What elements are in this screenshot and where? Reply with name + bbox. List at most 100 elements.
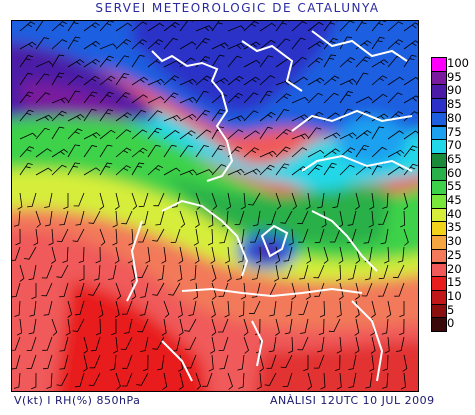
wind-barb: [163, 300, 170, 318]
wind-barb: [382, 354, 389, 371]
wind-barb: [403, 22, 418, 32]
wind-barb: [99, 75, 116, 86]
wind-barb: [378, 282, 389, 297]
wind-barb: [211, 21, 225, 32]
wind-barb: [115, 39, 131, 50]
wind-barb: [65, 318, 71, 336]
wind-barb: [26, 336, 37, 351]
wind-barb: [99, 129, 116, 140]
wind-barb: [275, 146, 291, 158]
wind-barb: [194, 246, 200, 264]
wind-barb: [396, 336, 405, 352]
wind-barb: [387, 130, 404, 140]
wind-barb: [140, 336, 149, 352]
wind-barb: [291, 282, 297, 300]
wind-barb: [386, 300, 392, 318]
wind-barb: [15, 228, 21, 246]
legend-label: 30: [447, 234, 462, 249]
wind-barb: [355, 56, 371, 68]
legend-label: 15: [447, 275, 462, 290]
wind-barb: [161, 318, 167, 336]
wind-barb: [82, 354, 88, 372]
wind-barb: [371, 93, 388, 104]
wind-barb: [227, 168, 245, 176]
legend-swatch: [431, 139, 447, 154]
wind-barb: [63, 193, 69, 210]
wind-barb: [51, 164, 67, 176]
wind-barb: [259, 354, 265, 372]
legend-swatch: [431, 166, 447, 182]
wind-barb: [73, 192, 85, 207]
wind-barb: [109, 354, 117, 371]
wind-barb: [195, 372, 202, 390]
wind-barb: [59, 354, 69, 370]
wind-barb: [243, 130, 260, 140]
wind-barb: [211, 42, 229, 50]
wind-barb: [24, 246, 37, 260]
legend-swatch: [431, 180, 447, 195]
wind-barb: [328, 318, 341, 333]
wind-barb: [218, 336, 229, 351]
wind-barb: [42, 354, 53, 370]
wind-barb: [321, 210, 327, 228]
wind-barb: [211, 282, 217, 300]
wind-barb: [67, 162, 80, 176]
wind-barb: [193, 282, 199, 300]
wind-barb: [339, 21, 355, 32]
legend-swatch: [431, 57, 447, 72]
wind-barb: [147, 110, 163, 122]
wind-barb: [291, 76, 308, 86]
legend-label: 60: [447, 165, 462, 180]
wind-barb: [139, 300, 149, 316]
wind-barb: [370, 336, 376, 354]
wind-barb: [208, 210, 214, 228]
wind-barb: [170, 228, 181, 243]
footer-analysis-time: ANÀLISI 12UTC 10 JUL 2009: [270, 394, 435, 407]
wind-barb: [355, 96, 373, 104]
wind-barb: [384, 336, 390, 354]
wind-barb: [51, 54, 65, 68]
wind-barb: [237, 228, 245, 245]
wind-barb: [121, 210, 133, 225]
wind-barb: [171, 192, 181, 208]
wind-barb: [112, 336, 118, 354]
wind-barb: [62, 246, 69, 263]
wind-barb: [67, 144, 81, 158]
legend-label: 40: [447, 206, 462, 221]
wind-barb: [194, 210, 200, 228]
wind-barb: [227, 55, 242, 68]
wind-barb: [136, 372, 149, 386]
wind-barb: [323, 132, 341, 140]
wind-barb: [256, 372, 262, 390]
wind-barb: [161, 246, 167, 264]
wind-barb: [210, 336, 216, 354]
wind-barb: [227, 115, 245, 122]
wind-barb: [361, 282, 373, 297]
wind-barb: [211, 318, 217, 336]
wind-barb: [399, 301, 405, 318]
legend-label: 85: [447, 97, 462, 112]
wind-barb: [288, 336, 294, 354]
wind-barb: [178, 318, 184, 336]
legend-label: 95: [447, 69, 462, 84]
wind-barb: [99, 162, 113, 176]
wind-barb: [371, 75, 388, 86]
legend-swatch: [431, 98, 447, 113]
wind-barb: [288, 228, 294, 246]
wind-barb: [99, 228, 106, 246]
wind-barb: [99, 109, 114, 122]
legend-swatch: [431, 248, 447, 264]
wind-barb: [78, 246, 85, 263]
wind-barb: [291, 192, 297, 210]
wind-barb: [371, 300, 376, 318]
wind-barb: [387, 39, 404, 50]
wind-barb: [403, 192, 409, 210]
wind-barb: [115, 55, 130, 68]
wind-barb: [75, 210, 85, 226]
wind-barb: [275, 21, 290, 32]
wind-barb: [19, 91, 34, 104]
wind-barb: [19, 132, 37, 140]
wind-barb: [51, 246, 56, 264]
wind-barb: [59, 336, 69, 352]
wind-barb: [335, 264, 342, 282]
